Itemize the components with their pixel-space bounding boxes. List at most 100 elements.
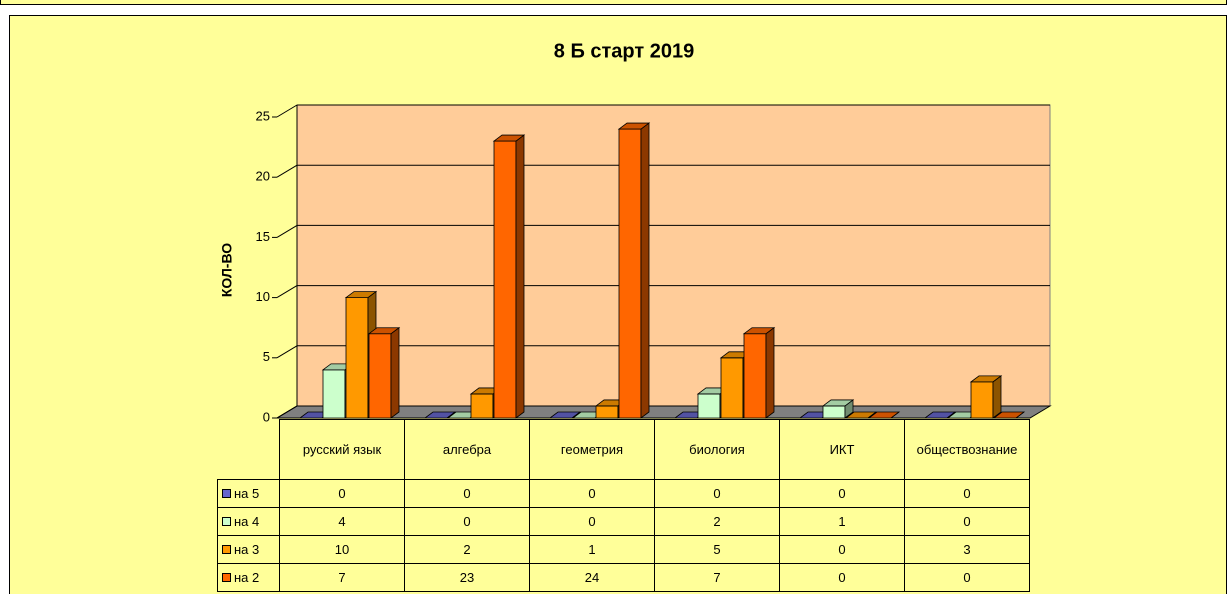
bar-face	[470, 393, 494, 419]
cell-text: 2	[713, 513, 721, 529]
bar-face	[493, 140, 517, 419]
value-cell: 23	[404, 563, 530, 592]
value-cell: 2	[404, 535, 530, 564]
cell-text: 0	[588, 513, 596, 529]
value-cell: 0	[779, 563, 905, 592]
value-cell: 3	[904, 535, 1030, 564]
bar	[969, 375, 1003, 419]
category-cell: обществознание	[904, 419, 1030, 480]
bar-face	[367, 327, 401, 335]
value-cell: 0	[904, 479, 1030, 508]
left-wall-line	[276, 405, 298, 419]
cell-text: 0	[838, 541, 846, 557]
cell-text: 0	[463, 485, 471, 501]
cell-text: 10	[334, 541, 350, 557]
legend-label: на 3	[234, 541, 260, 557]
cell-text: 1	[588, 541, 596, 557]
legend-cell: на 5	[217, 479, 280, 508]
cell-text: 0	[588, 485, 596, 501]
cell-text: 23	[459, 569, 475, 585]
chart-title: 8 Б старт 2019	[554, 40, 694, 62]
legend-swatch	[222, 489, 231, 498]
value-cell: 1	[779, 507, 905, 536]
cell-text: русский язык	[302, 441, 382, 457]
value-cell: 7	[279, 563, 405, 592]
y-tick-label: 5	[263, 349, 270, 364]
value-cell: 0	[779, 535, 905, 564]
bar	[617, 122, 651, 419]
bar-face	[720, 357, 744, 419]
left-wall-line	[276, 104, 298, 118]
bar	[492, 134, 526, 419]
bar-face	[867, 411, 901, 419]
bar-face	[923, 411, 957, 419]
bar-face	[548, 411, 582, 419]
back-wall	[296, 104, 1051, 407]
bar-face	[368, 333, 392, 419]
category-cell: геометрия	[529, 419, 655, 480]
cell-text: 1	[838, 513, 846, 529]
cell-text: 0	[963, 513, 971, 529]
value-cell: 0	[654, 479, 780, 508]
cell-text: 0	[963, 485, 971, 501]
value-cell: 0	[404, 507, 530, 536]
value-cell: 0	[779, 479, 905, 508]
cell-text: 4	[338, 513, 346, 529]
cell-text: 24	[584, 569, 600, 585]
cell-text: 0	[838, 485, 846, 501]
bar	[821, 399, 855, 419]
left-wall-line	[276, 285, 298, 299]
bar-face	[821, 399, 855, 407]
bar-face	[595, 405, 619, 419]
bar-face	[640, 122, 650, 419]
bar	[742, 326, 776, 419]
cell-text: ИКТ	[829, 441, 855, 457]
bar-face	[618, 128, 642, 419]
value-cell: 2	[654, 507, 780, 536]
legend-swatch	[222, 545, 231, 554]
bar-face	[742, 327, 776, 335]
cell-text: биология	[689, 441, 745, 457]
bar	[548, 411, 582, 419]
bar	[367, 326, 401, 419]
y-tick-label: 25	[256, 108, 270, 123]
value-cell: 7	[654, 563, 780, 592]
legend-label: на 5	[234, 485, 260, 501]
bar	[423, 411, 457, 419]
value-cell: 5	[654, 535, 780, 564]
bar-face	[992, 411, 1026, 419]
cell-text: 7	[713, 569, 721, 585]
bar-face	[617, 122, 651, 130]
cell-text: 7	[338, 569, 346, 585]
bar-face	[970, 381, 994, 419]
value-cell: 0	[279, 479, 405, 508]
cell-text: 0	[963, 569, 971, 585]
bar-face	[992, 375, 1002, 419]
left-wall-line	[276, 224, 298, 238]
bar-face	[492, 134, 526, 142]
value-cell: 0	[904, 563, 1030, 592]
left-wall-line	[276, 164, 298, 178]
value-cell: 24	[529, 563, 655, 592]
category-cell: алгебра	[404, 419, 530, 480]
legend-cell: на 3	[217, 535, 280, 564]
value-cell: 0	[529, 479, 655, 508]
y-tick-label: 15	[256, 229, 270, 244]
cell-text: 0	[838, 569, 846, 585]
bar-face	[844, 411, 878, 419]
bar-face	[969, 375, 1003, 383]
value-cell: 1	[529, 535, 655, 564]
bar-face	[765, 326, 775, 419]
y-tick-label: 20	[256, 169, 270, 184]
cell-text: 5	[713, 541, 721, 557]
cell-text: 3	[963, 541, 971, 557]
bar	[844, 411, 878, 419]
left-wall-line	[276, 345, 298, 359]
bar-face	[515, 134, 525, 419]
cell-text: алгебра	[442, 441, 492, 457]
legend-swatch	[222, 517, 231, 526]
bar-face	[390, 326, 400, 419]
y-tick-label: 0	[263, 409, 270, 424]
